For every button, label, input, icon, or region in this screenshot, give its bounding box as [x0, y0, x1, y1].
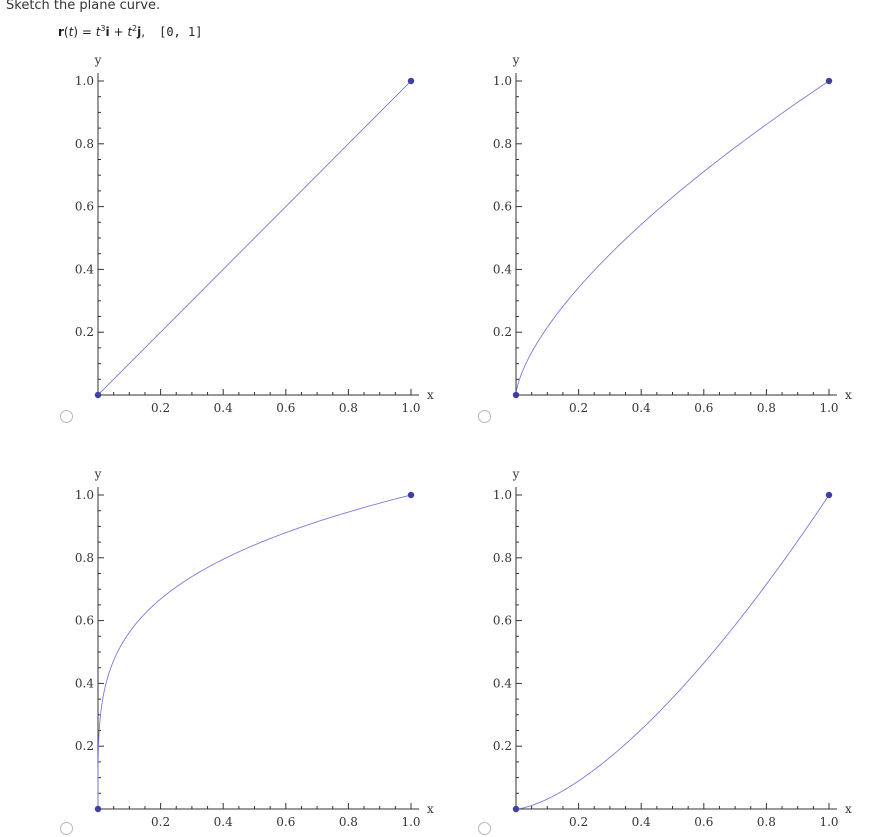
x-tick-label-c: 1.0: [401, 815, 420, 829]
start-point-a: [94, 391, 102, 399]
x-tick-label-b: 0.6: [694, 401, 713, 415]
graph-b: 0.2 0.4 0.6 0.8 1.0 0.2 0.4 0.6 0.8 1.0 x y: [493, 53, 852, 415]
x-tick-label-a: 0.4: [214, 401, 233, 415]
x-tick-label-d: 0.4: [632, 815, 651, 829]
curve-b: [515, 80, 830, 396]
y-tick-label-c: 0.2: [75, 739, 94, 753]
x-tick-label-b: 1.0: [819, 401, 838, 415]
x-axis-label-a: x: [427, 388, 434, 402]
x-tick-label-b: 0.4: [632, 401, 651, 415]
question-prompt: Sketch the plane curve.: [6, 0, 161, 13]
option-c-radio[interactable]: [60, 822, 73, 835]
y-tick-label-c: 1.0: [75, 488, 94, 502]
formula-open-paren: (: [63, 25, 69, 39]
formula-vector-r: r: [58, 25, 64, 39]
x-tick-label-a: 0.2: [151, 401, 170, 415]
x-tick-label-b: 0.8: [757, 401, 776, 415]
y-tick-label-d: 0.8: [493, 551, 512, 565]
y-tick-label-a: 0.4: [75, 262, 94, 276]
y-tick-label-a: 0.2: [75, 325, 94, 339]
y-tick-label-d: 0.2: [493, 739, 512, 753]
curve-formula: r(t) = t3i + t2j, [0, 1]: [58, 24, 202, 40]
formula-unit-i: i: [105, 25, 110, 39]
x-tick-label-c: 0.2: [151, 815, 170, 829]
x-tick-label-a: 0.6: [276, 401, 295, 415]
y-tick-label-c: 0.8: [75, 551, 94, 565]
y-tick-label-b: 1.0: [493, 74, 512, 88]
end-point-a: [407, 77, 415, 85]
formula-term2-var: t: [127, 25, 133, 39]
formula-term1-exp: 3: [100, 24, 106, 33]
formula-term2-exp: 2: [132, 24, 138, 33]
start-point-d: [512, 805, 520, 813]
x-axis-label-d: x: [845, 802, 852, 816]
x-axis-label-b: x: [845, 388, 852, 402]
curve-c: [97, 494, 412, 809]
curve-a: [97, 80, 412, 396]
x-tick-label-d: 0.8: [757, 815, 776, 829]
x-tick-label-c: 0.8: [339, 815, 358, 829]
x-tick-label-a: 0.8: [339, 401, 358, 415]
end-point-c: [407, 491, 415, 499]
curve-d: [515, 494, 830, 810]
y-tick-label-b: 0.8: [493, 137, 512, 151]
y-tick-label-d: 0.4: [493, 676, 512, 690]
y-axis-label-b: y: [512, 53, 520, 67]
x-tick-label-d: 1.0: [819, 815, 838, 829]
x-tick-label-d: 0.2: [569, 815, 588, 829]
x-tick-label-c: 0.4: [214, 815, 233, 829]
x-tick-label-d: 0.6: [694, 815, 713, 829]
y-tick-label-b: 0.4: [493, 262, 512, 276]
y-tick-label-c: 0.4: [75, 676, 94, 690]
formula-interval: [0, 1]: [159, 25, 203, 39]
end-point-d: [825, 491, 833, 499]
y-axis-label-d: y: [512, 467, 520, 481]
formula-plus: +: [109, 25, 128, 39]
graph-a: 0.2 0.4 0.6 0.8 1.0 0.2 0.4 0.6 0.8 1.0 x y: [75, 53, 434, 415]
x-axis-label-c: x: [427, 802, 434, 816]
y-axis-label-a: y: [94, 53, 102, 67]
x-tick-label-a: 1.0: [401, 401, 420, 415]
y-tick-label-a: 0.6: [75, 200, 94, 214]
start-point-b: [512, 391, 520, 399]
start-point-c: [94, 805, 102, 813]
formula-equals: ) =: [73, 25, 96, 39]
y-tick-label-b: 0.2: [493, 325, 512, 339]
formula-param: t: [68, 25, 74, 39]
graph-c: 0.2 0.4 0.6 0.8 1.0 0.2 0.4 0.6 0.8 1.0 x y: [75, 467, 434, 829]
end-point-b: [825, 77, 833, 85]
formula-unit-j: j: [137, 25, 142, 39]
y-tick-label-d: 0.6: [493, 614, 512, 628]
formula-comma: ,: [141, 25, 146, 39]
y-axis-label-c: y: [94, 467, 102, 481]
y-tick-label-a: 1.0: [75, 74, 94, 88]
y-tick-label-b: 0.6: [493, 200, 512, 214]
y-tick-label-c: 0.6: [75, 614, 94, 628]
formula-term1-var: t: [95, 25, 101, 39]
option-b-radio[interactable]: [478, 410, 491, 423]
x-tick-label-b: 0.2: [569, 401, 588, 415]
x-tick-label-c: 0.6: [276, 815, 295, 829]
y-tick-label-d: 1.0: [493, 488, 512, 502]
option-a-radio[interactable]: [60, 410, 73, 423]
y-tick-label-a: 0.8: [75, 137, 94, 151]
option-d-radio[interactable]: [478, 822, 491, 835]
graph-d: 0.2 0.4 0.6 0.8 1.0 0.2 0.4 0.6 0.8 1.0 x y: [493, 467, 852, 829]
